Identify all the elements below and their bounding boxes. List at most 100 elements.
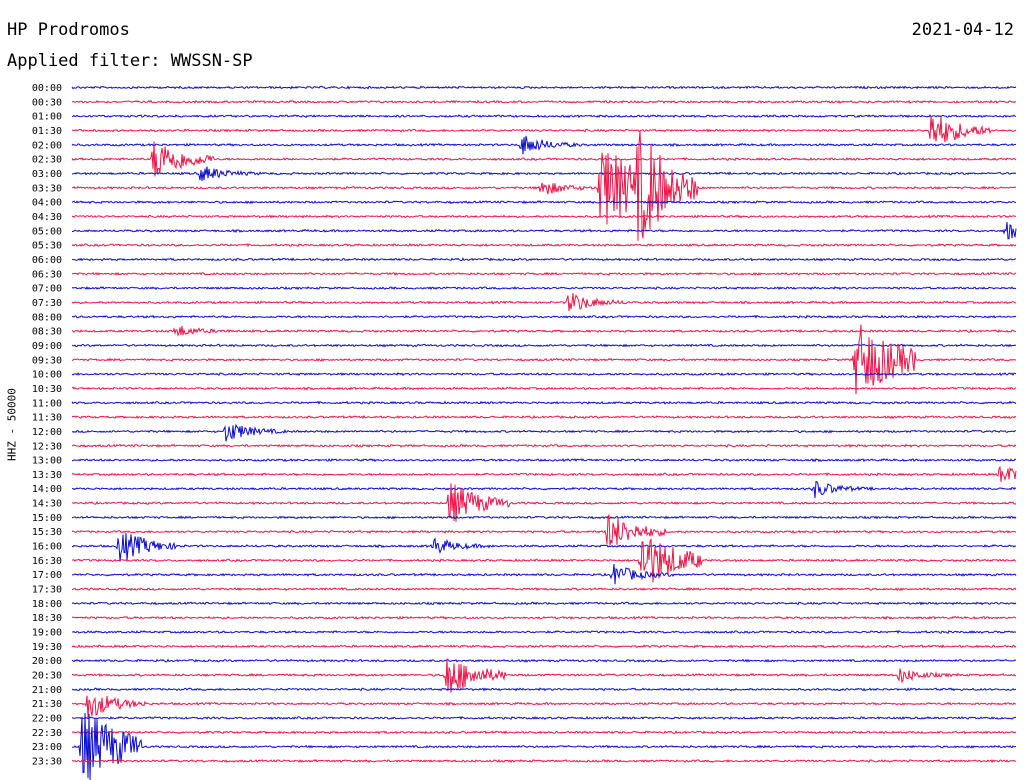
row-time-label: 09:30 <box>32 355 62 366</box>
row-time-label: 13:30 <box>32 470 62 481</box>
row-time-label: 09:00 <box>32 341 62 352</box>
seismic-trace <box>71 586 1017 592</box>
seismic-trace <box>71 687 1017 692</box>
row-time-label: 16:00 <box>32 542 62 553</box>
seismic-trace <box>71 537 1017 583</box>
row-time-label: 07:00 <box>32 284 62 295</box>
seismic-trace <box>71 99 1017 104</box>
row-time-label: 17:30 <box>32 585 62 596</box>
seismic-trace <box>71 114 1017 119</box>
row-time-label: 21:30 <box>32 699 62 710</box>
seismic-trace <box>71 135 1017 155</box>
row-time-label: 03:00 <box>32 169 62 180</box>
row-time-label: 06:30 <box>32 269 62 280</box>
row-time-label: 05:00 <box>32 226 62 237</box>
seismic-trace <box>71 116 1017 143</box>
seismic-trace <box>71 601 1017 606</box>
seismic-trace <box>72 712 1017 780</box>
seismic-trace <box>71 242 1017 248</box>
seismic-trace <box>71 214 1017 219</box>
seismic-trace <box>71 658 1017 693</box>
row-time-label: 01:00 <box>32 112 62 123</box>
seismic-trace <box>71 658 1017 663</box>
seismic-trace <box>72 480 1017 499</box>
row-time-label: 07:30 <box>32 298 62 309</box>
seismic-trace <box>71 515 1017 520</box>
seismic-trace <box>71 758 1016 764</box>
seismic-trace <box>71 386 1017 391</box>
row-time-label: 21:00 <box>32 685 62 696</box>
row-time-label: 08:00 <box>32 312 62 323</box>
row-time-label: 16:30 <box>32 556 62 567</box>
seismic-trace <box>71 514 1017 546</box>
row-time-label: 23:30 <box>32 757 62 768</box>
row-time-label: 10:00 <box>32 370 62 381</box>
seismic-trace <box>72 563 1017 585</box>
row-time-label: 04:30 <box>32 212 62 223</box>
row-time-label: 22:00 <box>32 714 62 725</box>
seismic-trace <box>71 730 1017 735</box>
seismic-trace <box>71 293 1017 312</box>
row-time-label: 18:30 <box>32 613 62 624</box>
row-time-label: 15:30 <box>32 527 62 538</box>
seismic-trace <box>71 400 1017 405</box>
seismic-trace <box>71 372 1017 377</box>
row-time-label: 20:30 <box>32 671 62 682</box>
row-time-label: 00:00 <box>32 83 62 94</box>
row-time-label: 08:30 <box>32 327 62 338</box>
row-time-label: 23:00 <box>32 742 62 753</box>
seismic-trace <box>71 644 1017 649</box>
row-time-label: 12:30 <box>32 441 62 452</box>
row-time-label: 17:00 <box>32 570 62 581</box>
row-time-label: 02:30 <box>32 155 62 166</box>
row-time-label: 13:00 <box>32 456 62 467</box>
row-time-label: 12:00 <box>32 427 62 438</box>
seismic-trace <box>71 615 1017 620</box>
seismic-trace <box>71 85 1017 90</box>
station-name: HP Prodromos <box>7 20 130 40</box>
row-time-label: 18:00 <box>32 599 62 610</box>
seismic-trace <box>71 695 1017 718</box>
seismic-trace <box>71 324 1017 395</box>
seismic-trace <box>71 166 1017 181</box>
seismic-trace <box>71 314 1017 319</box>
filter-label: Applied filter: WWSSN-SP <box>7 51 253 71</box>
row-time-label: 06:00 <box>32 255 62 266</box>
seismic-trace <box>71 630 1017 635</box>
seismic-trace <box>71 325 1017 337</box>
seismic-trace <box>71 141 1017 177</box>
seismic-trace <box>72 221 1017 240</box>
row-time-label: 19:00 <box>32 628 62 639</box>
row-time-label: 11:30 <box>32 413 62 424</box>
row-time-label: 10:30 <box>32 384 62 395</box>
row-time-label: 05:30 <box>32 241 62 252</box>
row-time-label: 03:30 <box>32 183 62 194</box>
seismic-trace <box>71 533 1017 562</box>
row-time-label: 01:30 <box>32 126 62 137</box>
row-time-label: 22:30 <box>32 728 62 739</box>
seismic-trace <box>71 443 1017 448</box>
record-date: 2021-04-12 <box>911 20 1014 40</box>
seismic-trace <box>71 483 1017 522</box>
seismic-trace <box>71 257 1017 262</box>
seismic-trace <box>71 423 1017 442</box>
row-time-label: 20:00 <box>32 656 62 667</box>
row-time-label: 00:30 <box>32 97 62 108</box>
row-time-label: 14:30 <box>32 499 62 510</box>
seismic-trace <box>71 200 1017 205</box>
seismic-trace <box>71 715 1017 721</box>
row-time-label: 02:00 <box>32 140 62 151</box>
seismic-trace <box>71 414 1017 420</box>
row-time-label: 19:30 <box>32 642 62 653</box>
seismic-trace <box>71 130 1017 241</box>
row-time-label: 04:00 <box>32 198 62 209</box>
seismic-trace <box>71 271 1017 276</box>
seismic-trace <box>71 343 1017 348</box>
row-time-label: 11:00 <box>32 398 62 409</box>
row-time-label: 15:00 <box>32 513 62 524</box>
seismic-trace <box>71 286 1017 291</box>
seismic-trace <box>72 457 1017 463</box>
row-time-label: 14:00 <box>32 484 62 495</box>
seismic-trace <box>71 465 1017 482</box>
